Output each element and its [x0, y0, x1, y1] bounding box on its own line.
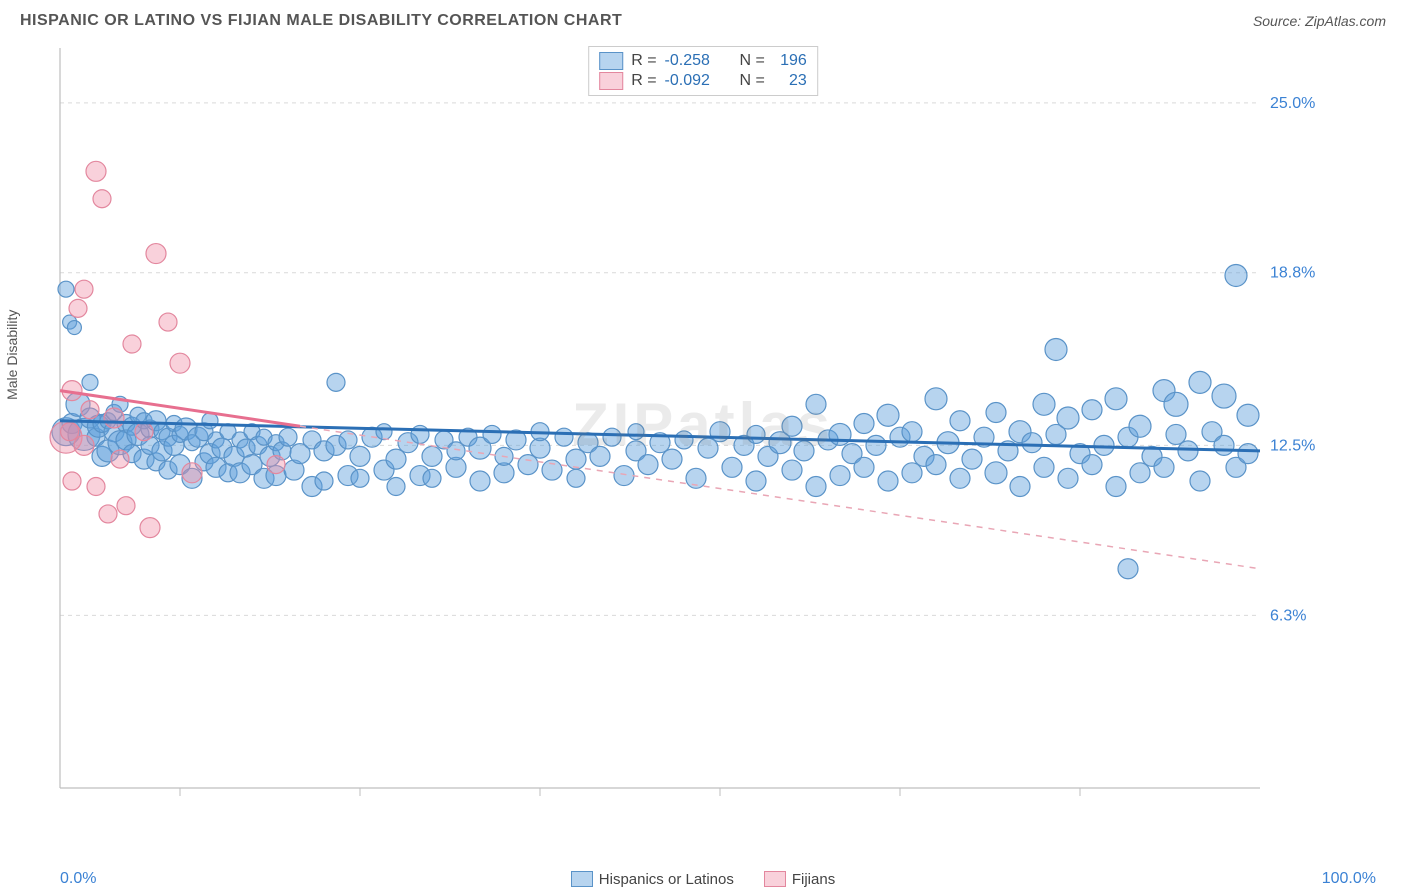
stats-swatch: [599, 72, 623, 90]
stats-n-value: 23: [773, 72, 807, 90]
stats-r-label: R =: [631, 52, 656, 70]
svg-text:6.3%: 6.3%: [1270, 607, 1306, 624]
stats-n-label: N =: [731, 72, 765, 90]
svg-text:25.0%: 25.0%: [1270, 95, 1315, 112]
legend-item: Hispanics or Latinos: [571, 871, 734, 888]
source-attribution: Source: ZipAtlas.com: [1253, 13, 1386, 29]
stats-n-label: N =: [731, 52, 765, 70]
chart-title: HISPANIC OR LATINO VS FIJIAN MALE DISABI…: [20, 12, 622, 30]
stats-row: R = -0.258 N = 196: [599, 51, 807, 71]
legend-swatch: [764, 871, 786, 887]
stats-swatch: [599, 52, 623, 70]
legend-swatch: [571, 871, 593, 887]
chart-area: Male Disability 6.3%12.5%18.8%25.0% ZIPa…: [20, 38, 1386, 818]
legend-bottom: Hispanics or Latinos Fijians: [0, 871, 1406, 888]
stats-r-value: -0.092: [665, 72, 723, 90]
y-axis-label: Male Disability: [4, 310, 20, 400]
stats-n-value: 196: [773, 52, 807, 70]
correlation-stats-box: R = -0.258 N = 196 R = -0.092 N = 23: [588, 46, 818, 96]
svg-text:12.5%: 12.5%: [1270, 437, 1315, 454]
legend-item: Fijians: [764, 871, 835, 888]
stats-r-value: -0.258: [665, 52, 723, 70]
scatter-plot-svg: 6.3% 12.5% 18.8% 25.0%: [20, 38, 1320, 818]
stats-row: R = -0.092 N = 23: [599, 71, 807, 91]
svg-text:18.8%: 18.8%: [1270, 265, 1315, 282]
stats-r-label: R =: [631, 72, 656, 90]
